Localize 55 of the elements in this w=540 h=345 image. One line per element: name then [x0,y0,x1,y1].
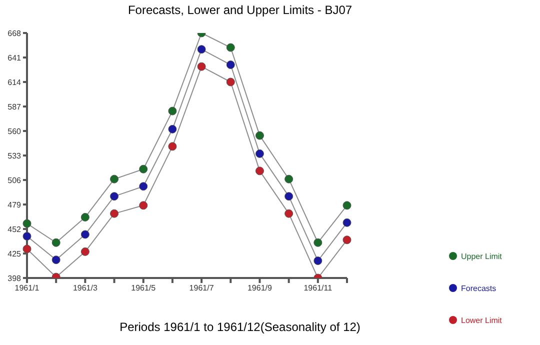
point [22,244,32,254]
y-tick-label: 452 [8,224,22,234]
chart-title: Forecasts, Lower and Upper Limits - BJ07 [126,3,354,17]
point [284,192,294,201]
point [52,238,60,247]
point [168,142,177,151]
y-tick-label: 479 [8,200,22,210]
point [197,62,206,71]
point [22,232,32,241]
point [168,106,177,116]
legend-label: Lower Limit [460,315,503,325]
point [255,166,264,176]
y-tick-label: 533 [8,151,22,160]
point [255,149,264,158]
point [22,219,32,228]
y-tick-label: 398 [8,274,22,283]
y-tick-label: 614 [8,78,22,87]
point [139,201,148,210]
legend-label: Forecasts [460,283,498,293]
point [284,209,294,218]
x-tick-label: 1961/3 [72,284,98,293]
point [139,182,148,191]
x-tick-label: 1961/9 [247,284,273,293]
x-tick-label: 1961/11 [304,284,333,293]
point [226,78,235,86]
y-tick-label: 641 [8,53,22,62]
point [226,60,235,70]
point [314,256,322,266]
point [168,124,177,134]
point [197,45,206,54]
point [110,192,119,201]
point [255,131,264,140]
y-tick-label: 587 [8,102,22,112]
point [284,174,294,184]
point [342,201,352,210]
point [80,230,90,239]
y-tick-label: 506 [8,176,22,185]
point [110,209,119,218]
point [80,212,90,222]
x-tick-label: 1961/1 [14,284,40,293]
point [110,174,119,184]
point [139,164,148,174]
point [342,236,352,244]
y-tick-label: 425 [8,249,22,258]
point [226,43,235,52]
point [314,238,322,247]
x-tick-label: 1961/5 [131,284,156,293]
point [80,247,90,256]
y-tick-label: 668 [8,28,22,38]
y-tick-label: 560 [8,126,22,136]
legend-label: Upper Limit [460,251,503,261]
x-tick-label: 1961/7 [189,284,214,293]
point [342,218,352,227]
x-axis-title: Periods 1961/1 to 1961/12(Seasonality of 12) [120,320,360,334]
point [52,256,60,264]
